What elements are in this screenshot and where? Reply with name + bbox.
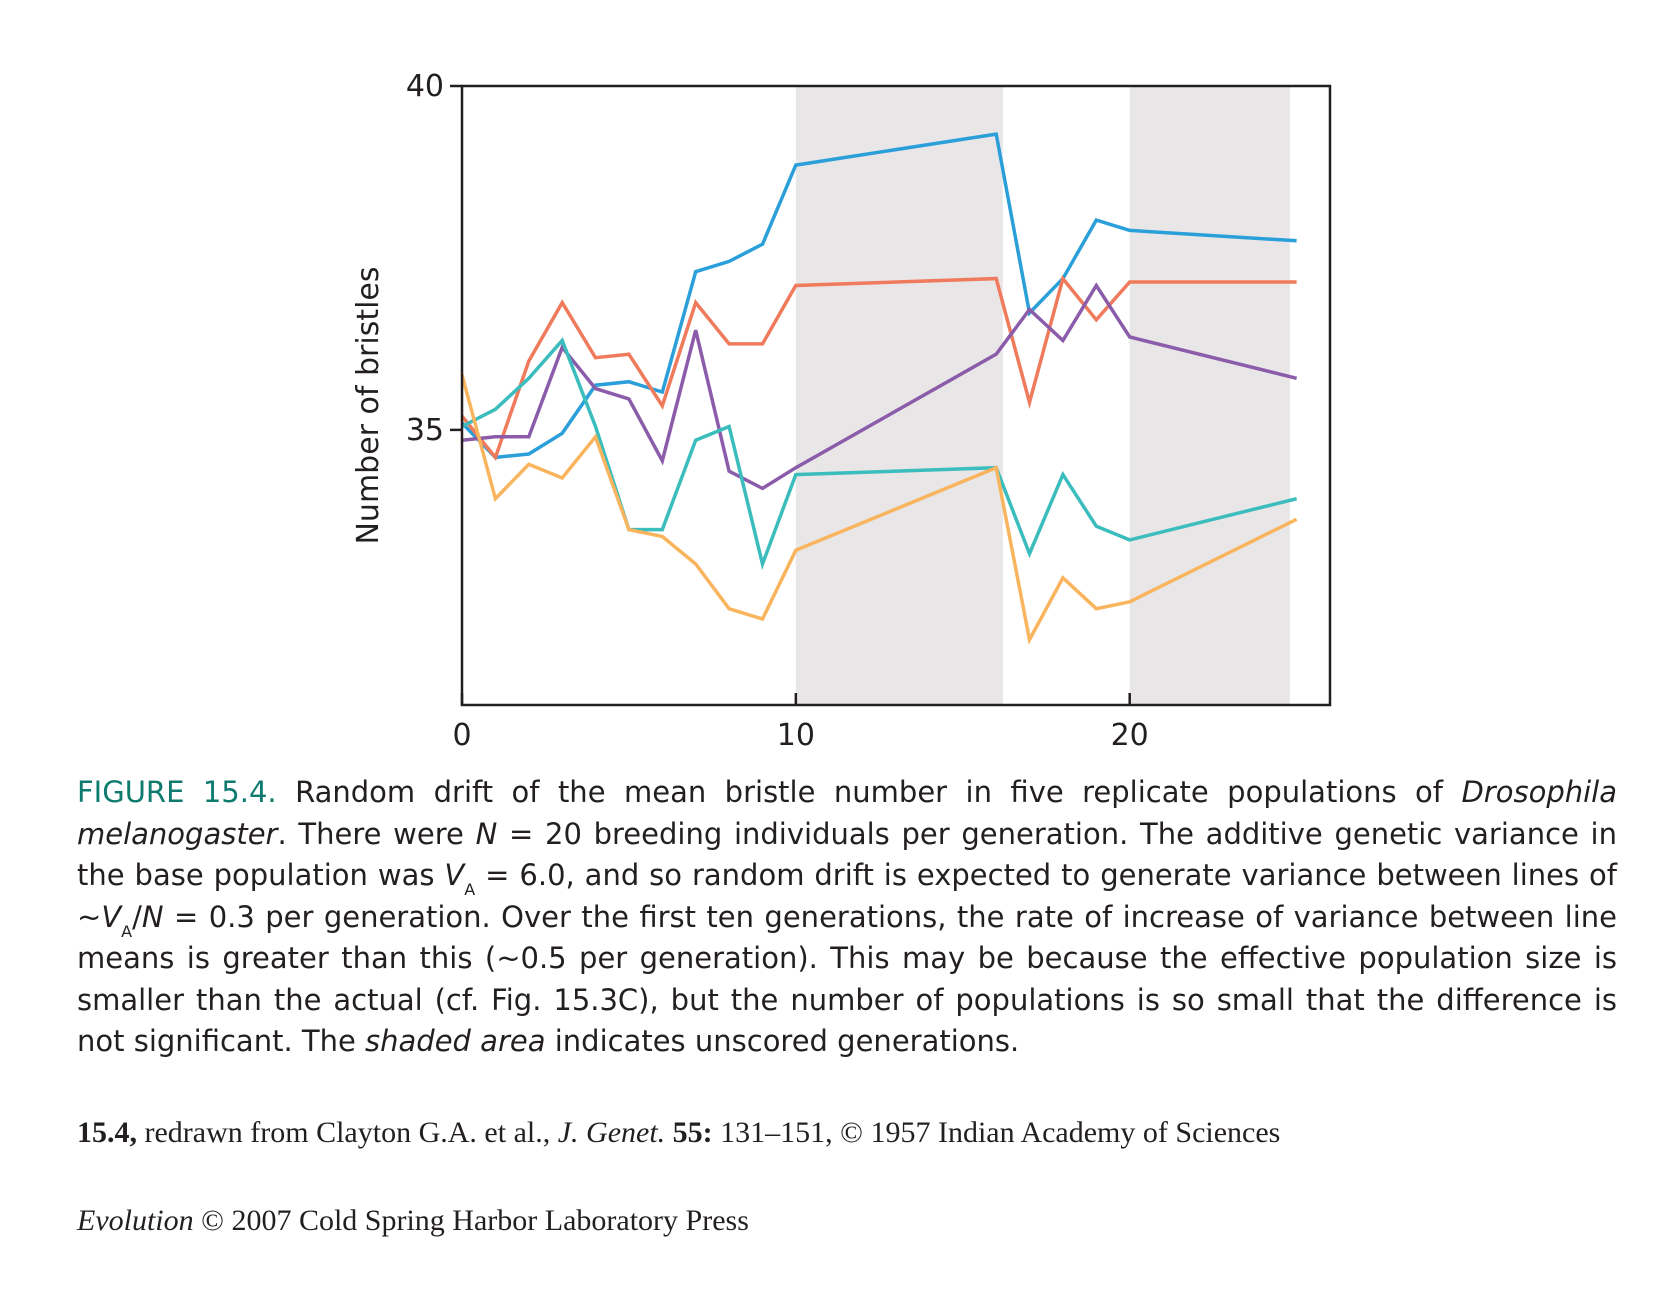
series-line-2	[460, 274, 1297, 461]
unscored-shading	[795, 86, 1290, 705]
caption-shaded-term: shaded area	[365, 1024, 546, 1058]
credit-volume: 55:	[665, 1116, 713, 1149]
caption-text: /	[132, 899, 142, 934]
caption-text: . There were	[277, 816, 476, 851]
series-lines	[460, 132, 1298, 645]
caption-species: Drosophila melanogaster	[77, 775, 1617, 851]
x-tick-label: 10	[777, 718, 815, 753]
figure-caption: FIGURE 15.4. Random drift of the mean br…	[77, 772, 1617, 1063]
axis-ticks: 0 10 20 35 40	[406, 69, 1149, 753]
series-line-4	[461, 337, 1298, 570]
credit-text: 131–151, © 1957 Indian Academy of Scienc…	[712, 1116, 1281, 1149]
caption-n-symbol: N	[475, 816, 498, 851]
caption-text: = 6.0, and so random drift is expected t…	[77, 858, 1618, 934]
y-axis-label: Number of bristles	[351, 266, 386, 544]
caption-v-subscript: A	[464, 880, 476, 899]
caption-text: Random drift of the mean bristle number …	[276, 775, 1462, 809]
caption-text: = 20 breeding individuals per generation…	[77, 816, 1617, 893]
credit-text: redrawn from Clayton G.A. et al.,	[137, 1116, 558, 1149]
caption-v-symbol: V	[101, 899, 122, 934]
unscored-generations-band	[795, 86, 1003, 705]
unscored-generations-band	[1129, 86, 1290, 705]
y-tick-label: 35	[406, 413, 444, 448]
x-tick-label: 20	[1111, 718, 1149, 753]
credit-journal: J. Genet.	[557, 1116, 666, 1149]
series-line-5	[460, 374, 1298, 645]
caption-v-subscript: A	[121, 921, 133, 941]
series-line-1	[460, 132, 1297, 460]
caption-v-symbol: V	[444, 858, 465, 892]
caption-text: indicates unscored generations.	[545, 1024, 1020, 1058]
y-tick-label: 40	[406, 69, 444, 104]
caption-n-symbol: N	[141, 899, 164, 934]
credit-figure-ref: 15.4,	[77, 1116, 137, 1149]
series-line-3	[461, 282, 1298, 491]
caption-text: = 0.3 per generation. Over the first ten…	[77, 899, 1617, 1059]
figure-label: FIGURE 15.4.	[77, 775, 277, 809]
bristle-drift-chart: 0 10 20 35 40 Number of bristles	[351, 69, 1332, 753]
book-title: Evolution	[77, 1204, 194, 1237]
plot-frame	[460, 84, 1332, 707]
x-tick-label: 0	[452, 718, 471, 753]
book-copyright-text: © 2007 Cold Spring Harbor Laboratory Pre…	[193, 1204, 749, 1237]
source-credit: 15.4, redrawn from Clayton G.A. et al., …	[77, 1116, 1280, 1150]
book-copyright: Evolution © 2007 Cold Spring Harbor Labo…	[77, 1204, 749, 1238]
